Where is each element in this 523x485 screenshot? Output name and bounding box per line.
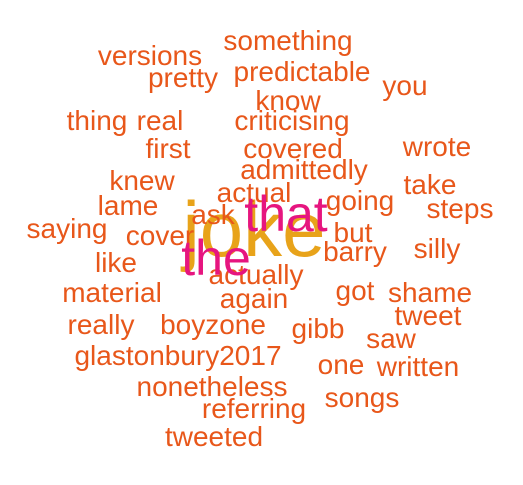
- word-written: written: [376, 351, 460, 382]
- word-pretty: pretty: [147, 62, 219, 93]
- word-lame: lame: [97, 190, 159, 221]
- word-saw: saw: [366, 323, 416, 354]
- word-covered: covered: [243, 133, 343, 164]
- word-admittedly: admittedly: [240, 154, 368, 185]
- word-barry: barry: [323, 236, 387, 267]
- word-actually: actually: [208, 259, 304, 290]
- word-something: something: [223, 25, 353, 56]
- word-like: like: [94, 247, 138, 278]
- word-wrote: wrote: [402, 131, 472, 162]
- word-but: but: [333, 217, 373, 248]
- word-songs: songs: [324, 382, 400, 413]
- word-silly: silly: [413, 233, 461, 264]
- word-the: the: [181, 230, 251, 286]
- word-got: got: [335, 275, 375, 306]
- word-saying: saying: [26, 213, 108, 244]
- word-referring: referring: [201, 393, 307, 424]
- word-versions: versions: [97, 40, 203, 71]
- word-take: take: [403, 169, 457, 200]
- word-material: material: [62, 277, 162, 308]
- word-going: going: [325, 185, 395, 216]
- word-one: one: [317, 349, 365, 380]
- word-tweet: tweet: [394, 300, 462, 331]
- word-tweeted: tweeted: [164, 421, 264, 452]
- word-you: you: [382, 70, 428, 101]
- word-knew: knew: [109, 165, 175, 196]
- word-know: know: [255, 85, 321, 116]
- word-predictable: predictable: [233, 56, 371, 87]
- word-shame: shame: [387, 277, 473, 308]
- word-that: that: [244, 186, 328, 242]
- word-thing: thing: [66, 105, 128, 136]
- word-nonetheless: nonetheless: [136, 371, 288, 402]
- word-joke: joke: [182, 185, 326, 273]
- word-really: really: [67, 309, 135, 340]
- word-criticising: criticising: [234, 105, 350, 136]
- word-steps: steps: [426, 193, 494, 224]
- word-gibb: gibb: [291, 313, 345, 344]
- word-cover: cover: [125, 220, 195, 251]
- word-again: again: [219, 283, 289, 314]
- word-real: real: [136, 105, 184, 136]
- word-ask: ask: [191, 199, 235, 230]
- word-first: first: [145, 133, 191, 164]
- word-glastonbury2017: glastonbury2017: [74, 340, 282, 371]
- word-boyzone: boyzone: [160, 309, 266, 340]
- word-actual: actual: [216, 177, 292, 208]
